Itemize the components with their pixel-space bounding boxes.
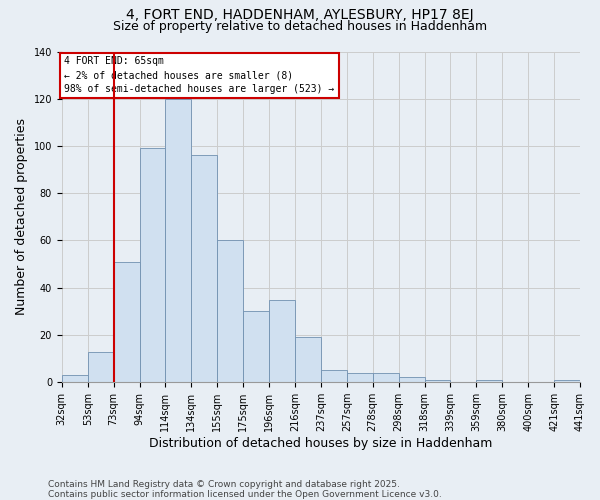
Text: Size of property relative to detached houses in Haddenham: Size of property relative to detached ho… <box>113 20 487 33</box>
Bar <box>373 373 398 382</box>
Y-axis label: Number of detached properties: Number of detached properties <box>15 118 28 316</box>
Bar <box>243 312 269 382</box>
Bar <box>191 156 217 382</box>
Bar <box>398 378 425 382</box>
Bar <box>88 352 113 382</box>
Text: Contains HM Land Registry data © Crown copyright and database right 2025.
Contai: Contains HM Land Registry data © Crown c… <box>48 480 442 499</box>
Bar <box>140 148 166 382</box>
Bar <box>321 370 347 382</box>
Text: 4, FORT END, HADDENHAM, AYLESBURY, HP17 8EJ: 4, FORT END, HADDENHAM, AYLESBURY, HP17 … <box>126 8 474 22</box>
Bar <box>62 375 88 382</box>
Bar <box>554 380 580 382</box>
X-axis label: Distribution of detached houses by size in Haddenham: Distribution of detached houses by size … <box>149 437 493 450</box>
Bar <box>425 380 451 382</box>
Text: 4 FORT END: 65sqm
← 2% of detached houses are smaller (8)
98% of semi-detached h: 4 FORT END: 65sqm ← 2% of detached house… <box>64 56 335 94</box>
Bar <box>295 338 321 382</box>
Bar <box>347 373 373 382</box>
Bar <box>217 240 243 382</box>
Bar <box>166 98 191 382</box>
Bar <box>476 380 502 382</box>
Bar <box>269 300 295 382</box>
Bar <box>113 262 140 382</box>
